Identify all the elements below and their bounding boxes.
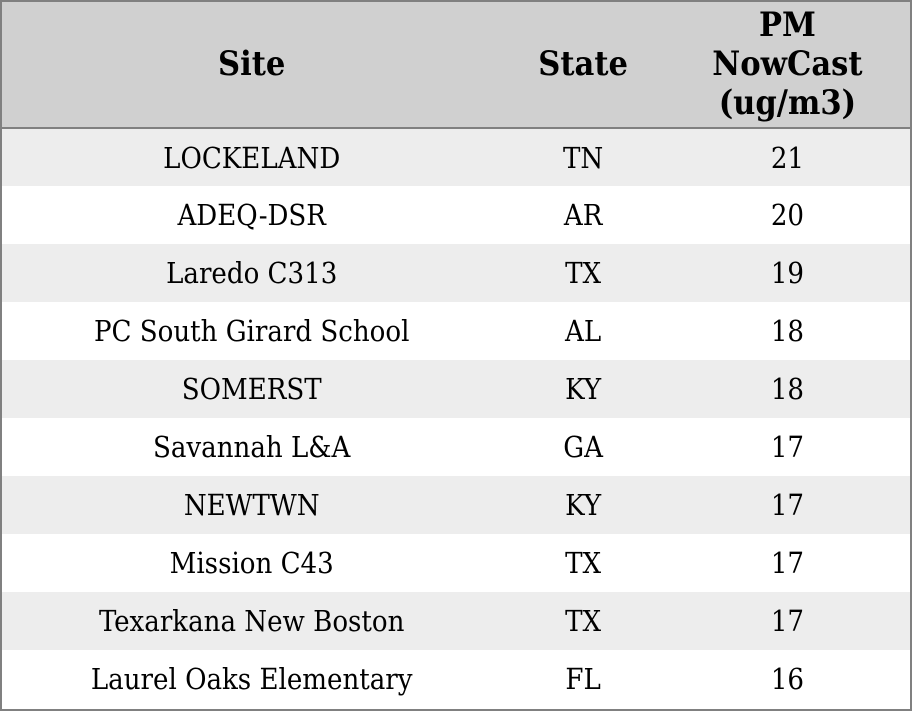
site-cell: Texarkana New Boston — [98, 604, 405, 638]
pm-nowcast-cell: 17 — [770, 430, 805, 464]
site-cell: Mission C43 — [169, 546, 334, 580]
table-row: NEWTWN KY 17 — [2, 476, 910, 534]
state-cell: KY — [565, 372, 602, 406]
site-cell: Laurel Oaks Elementary — [90, 662, 413, 696]
site-cell: ADEQ-DSR — [177, 198, 326, 232]
table-row: ADEQ-DSR AR 20 — [2, 186, 910, 244]
pm-nowcast-cell: 17 — [770, 546, 805, 580]
table-row: Texarkana New Boston TX 17 — [2, 592, 910, 650]
site-cell: Laredo C313 — [166, 256, 338, 290]
pm-nowcast-cell: 18 — [770, 372, 805, 406]
state-cell: TX — [565, 604, 602, 638]
site-cell: LOCKELAND — [163, 140, 341, 175]
state-cell: TN — [562, 140, 604, 175]
site-cell: Savannah L&A — [153, 430, 351, 464]
column-header-pm-nowcast: PM NowCast (ug/m3) — [664, 2, 910, 129]
table-row: Mission C43 TX 17 — [2, 534, 910, 592]
table-body: LOCKELAND TN 21 ADEQ-DSR AR 20 Laredo C313 TX 19… — [2, 128, 910, 708]
state-cell: FL — [565, 662, 601, 696]
state-cell: TX — [565, 256, 602, 290]
table-row: LOCKELAND TN 21 — [2, 128, 910, 186]
site-cell: NEWTWN — [183, 488, 320, 522]
column-header-pm-nowcast-line1: PM — [758, 5, 816, 45]
table-row: PC South Girard School AL 18 — [2, 302, 910, 360]
column-header-pm-nowcast-line3: (ug/m3) — [718, 83, 857, 123]
table-row: Laurel Oaks Elementary FL 16 — [2, 650, 910, 708]
pm-nowcast-cell: 17 — [770, 488, 805, 522]
state-cell: AR — [563, 198, 603, 232]
site-cell: PC South Girard School — [93, 314, 410, 348]
table-row: Savannah L&A GA 17 — [2, 418, 910, 476]
pm-nowcast-cell: 17 — [770, 604, 805, 638]
pm-nowcast-cell: 21 — [770, 140, 805, 175]
state-cell: KY — [565, 488, 602, 522]
state-cell: GA — [563, 430, 603, 464]
column-header-state: State — [501, 2, 665, 129]
state-cell: AL — [565, 314, 602, 348]
table-row: Laredo C313 TX 19 — [2, 244, 910, 302]
pm-nowcast-cell: 18 — [770, 314, 805, 348]
table-header: Site State PM NowCast (ug/m3) — [2, 2, 910, 129]
site-cell: SOMERST — [181, 372, 322, 406]
pm-nowcast-cell: 20 — [770, 198, 805, 232]
table-row: SOMERST KY 18 — [2, 360, 910, 418]
pm-nowcast-cell: 16 — [770, 662, 805, 696]
column-header-site: Site — [2, 2, 502, 129]
state-cell: TX — [565, 546, 602, 580]
pm-nowcast-cell: 19 — [770, 256, 805, 290]
column-header-pm-nowcast-line2: NowCast — [712, 44, 863, 84]
header-row: Site State PM NowCast (ug/m3) — [2, 2, 910, 129]
